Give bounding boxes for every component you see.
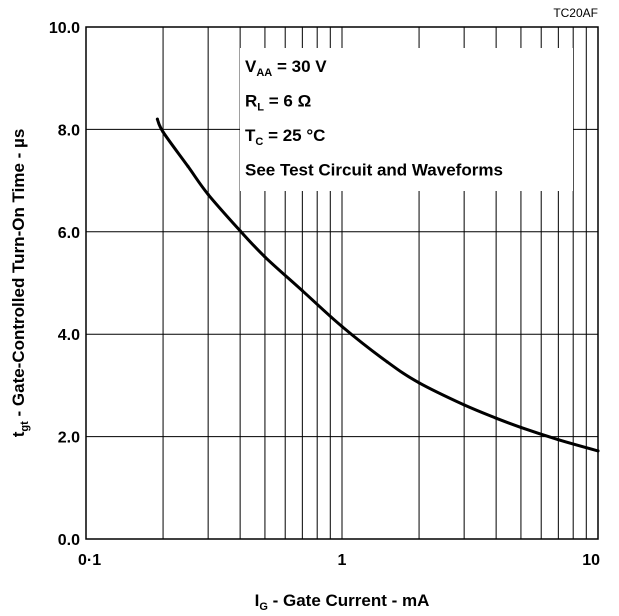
series-point	[207, 193, 210, 196]
series-point	[418, 381, 421, 384]
series-point	[495, 417, 498, 420]
figure-code: TC20AF	[553, 6, 598, 20]
series-point	[463, 403, 466, 406]
series-point	[239, 229, 242, 232]
series-point	[156, 118, 159, 121]
x-tick-label: 10	[582, 552, 600, 569]
y-tick-label: 10.0	[49, 20, 80, 37]
series-point	[186, 165, 189, 168]
series-point	[519, 426, 522, 429]
y-tick-label: 8.0	[58, 122, 80, 139]
x-tick-label: 0·1	[78, 552, 101, 569]
series-point	[557, 438, 560, 441]
series-point	[341, 325, 344, 328]
annotation-line: RL = 6 Ω	[245, 92, 311, 114]
y-tick-label: 0.0	[58, 532, 80, 549]
series-point	[301, 289, 304, 292]
y-tick-label: 4.0	[58, 327, 80, 344]
series-point	[386, 360, 389, 363]
x-axis-label: IG - Gate Current - mA	[255, 591, 430, 613]
y-tick-label: 2.0	[58, 430, 80, 447]
series-point	[263, 255, 266, 258]
series-point	[597, 449, 600, 452]
y-axis-label: tgt - Gate-Controlled Turn-On Time - µs	[9, 129, 31, 438]
series-point	[162, 130, 165, 133]
x-tick-label: 1	[338, 552, 347, 569]
annotation-line: See Test Circuit and Waveforms	[245, 161, 503, 180]
y-tick-label: 6.0	[58, 225, 80, 242]
